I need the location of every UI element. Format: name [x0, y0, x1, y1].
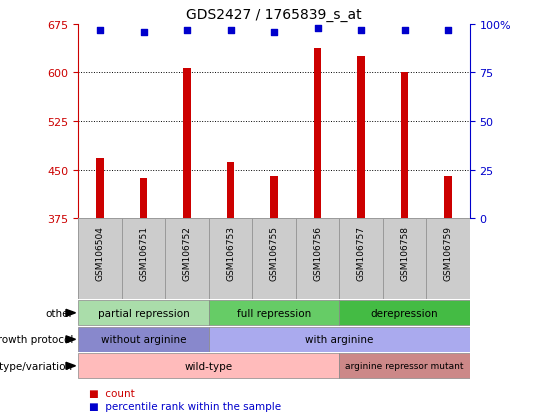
Text: GSM106755: GSM106755: [269, 225, 279, 280]
Text: growth protocol: growth protocol: [0, 335, 73, 344]
Point: [96, 27, 104, 34]
Point: [139, 29, 148, 36]
Bar: [444, 177, 452, 219]
Bar: [339, 354, 470, 378]
Text: ■  count: ■ count: [89, 388, 135, 398]
Point: [400, 27, 409, 34]
Text: GSM106504: GSM106504: [96, 225, 105, 280]
Text: derepression: derepression: [371, 308, 438, 318]
Bar: [401, 73, 408, 219]
Bar: [227, 163, 234, 219]
Bar: [314, 49, 321, 219]
Text: GSM106756: GSM106756: [313, 225, 322, 280]
Text: other: other: [45, 308, 73, 318]
Bar: [96, 159, 104, 219]
Bar: [357, 57, 365, 219]
Bar: [183, 69, 191, 219]
Bar: [140, 179, 147, 219]
Text: with arginine: with arginine: [305, 335, 374, 344]
Polygon shape: [66, 310, 76, 316]
Text: GSM106758: GSM106758: [400, 225, 409, 280]
Point: [357, 27, 366, 34]
Text: wild-type: wild-type: [185, 361, 233, 371]
Point: [270, 29, 279, 36]
Polygon shape: [66, 336, 76, 343]
Bar: [78, 327, 209, 352]
Point: [313, 25, 322, 32]
Bar: [78, 354, 339, 378]
Text: partial repression: partial repression: [98, 308, 190, 318]
Text: without arginine: without arginine: [101, 335, 186, 344]
Title: GDS2427 / 1765839_s_at: GDS2427 / 1765839_s_at: [186, 8, 362, 22]
Bar: [270, 176, 278, 219]
Text: genotype/variation: genotype/variation: [0, 361, 73, 371]
Point: [444, 27, 453, 34]
Text: GSM106753: GSM106753: [226, 225, 235, 280]
Point: [226, 27, 235, 34]
Text: full repression: full repression: [237, 308, 311, 318]
Bar: [339, 301, 470, 325]
Text: GSM106751: GSM106751: [139, 225, 148, 280]
Bar: [209, 327, 470, 352]
Text: arginine repressor mutant: arginine repressor mutant: [345, 361, 464, 370]
Text: GSM106752: GSM106752: [183, 225, 192, 280]
Point: [183, 27, 191, 34]
Text: GSM106759: GSM106759: [443, 225, 453, 280]
Polygon shape: [66, 363, 76, 369]
Bar: [78, 301, 209, 325]
Text: GSM106757: GSM106757: [356, 225, 366, 280]
Text: ■  percentile rank within the sample: ■ percentile rank within the sample: [89, 401, 281, 411]
Bar: [209, 301, 339, 325]
